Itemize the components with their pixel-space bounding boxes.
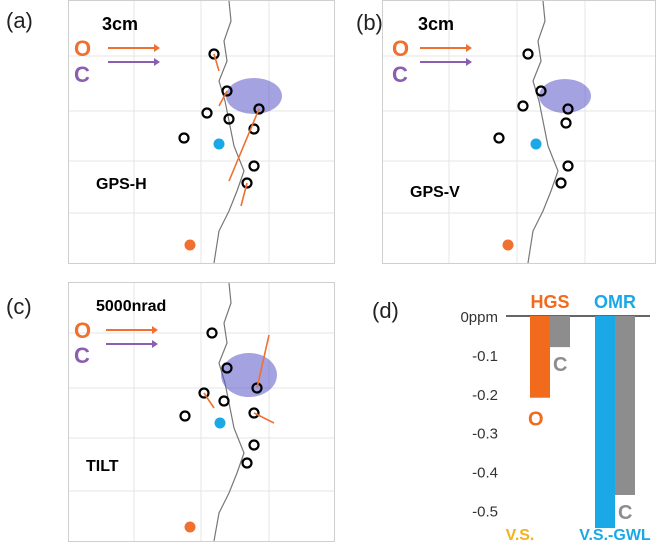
map-panel-a <box>68 0 335 264</box>
panel-name-b: GPS-V <box>410 184 460 201</box>
scale-label-c: 5000nrad <box>96 298 167 315</box>
blue-marker <box>214 417 226 429</box>
observed-marker-label: O <box>593 539 609 542</box>
legend-o-b: O <box>392 36 410 61</box>
orange-marker <box>502 239 514 251</box>
gps-stations <box>178 48 265 189</box>
map-a-svg <box>69 0 334 264</box>
map-panel-c <box>68 282 335 542</box>
map-grid <box>383 1 655 263</box>
panel-name-c: TILT <box>86 458 119 475</box>
scale-label-b: 3cm <box>418 14 455 34</box>
legend-arrows-c <box>106 326 158 348</box>
y-tick-label: -0.2 <box>472 387 498 404</box>
legend-arrows-a <box>108 44 160 66</box>
earthquake-cluster <box>539 79 591 113</box>
legend-o-c: O <box>74 318 92 343</box>
panel-a-label: (a) <box>6 8 33 33</box>
bar-observed-hgs <box>530 316 550 398</box>
gps-stations <box>493 48 574 189</box>
legend-c-b: C <box>392 62 408 87</box>
earthquake-cluster <box>221 353 277 397</box>
legend-c-a: C <box>74 62 90 87</box>
map-grid <box>69 1 334 263</box>
map-b-svg <box>383 0 655 264</box>
legend-o-a: O <box>74 36 92 61</box>
legend-c-c: C <box>74 343 90 368</box>
strain-bar-chart: 0ppm -0.1 -0.2 -0.3 -0.4 -0.5 HGS O C OMR O C V.S. V.… <box>460 292 651 542</box>
x-label-vs-gwl: V.S.-GWL <box>579 527 651 542</box>
map-grid <box>69 283 334 541</box>
y-tick-label: 0ppm <box>460 309 498 326</box>
calculated-marker-label: C <box>618 502 632 524</box>
displacement-arrows <box>213 53 260 207</box>
group-label-hgs: HGS <box>530 292 569 312</box>
coastline <box>527 0 559 264</box>
panel-b-label: (b) <box>356 10 383 35</box>
blue-marker <box>530 138 542 150</box>
x-label-vs: V.S. <box>506 527 535 542</box>
y-tick-label: -0.5 <box>472 504 498 521</box>
tilt-arrows <box>203 334 275 424</box>
y-tick-label: -0.4 <box>472 465 498 482</box>
legend-arrows-b <box>420 44 472 66</box>
y-tick-label: -0.3 <box>472 426 498 443</box>
earthquake-cluster <box>226 78 282 114</box>
orange-marker <box>184 521 196 533</box>
scale-label-a: 3cm <box>102 14 139 34</box>
blue-marker <box>213 138 225 150</box>
bar-observed-omr <box>595 316 615 529</box>
panel-c-label: (c) <box>6 294 32 319</box>
panel-d-label: (d) <box>372 298 399 323</box>
map-panel-b <box>382 0 656 264</box>
calculated-marker-label: C <box>553 354 567 376</box>
coastline <box>213 282 245 542</box>
bar-calculated-hgs <box>550 316 570 348</box>
map-c-svg <box>69 282 334 542</box>
panel-name-a: GPS-H <box>96 176 147 193</box>
y-tick-label: -0.1 <box>472 348 498 365</box>
coastline <box>213 0 245 264</box>
bar-calculated-omr <box>615 316 635 495</box>
group-label-omr: OMR <box>594 292 636 312</box>
tilt-stations <box>179 327 263 469</box>
orange-marker <box>184 239 196 251</box>
observed-marker-label: O <box>528 409 544 431</box>
